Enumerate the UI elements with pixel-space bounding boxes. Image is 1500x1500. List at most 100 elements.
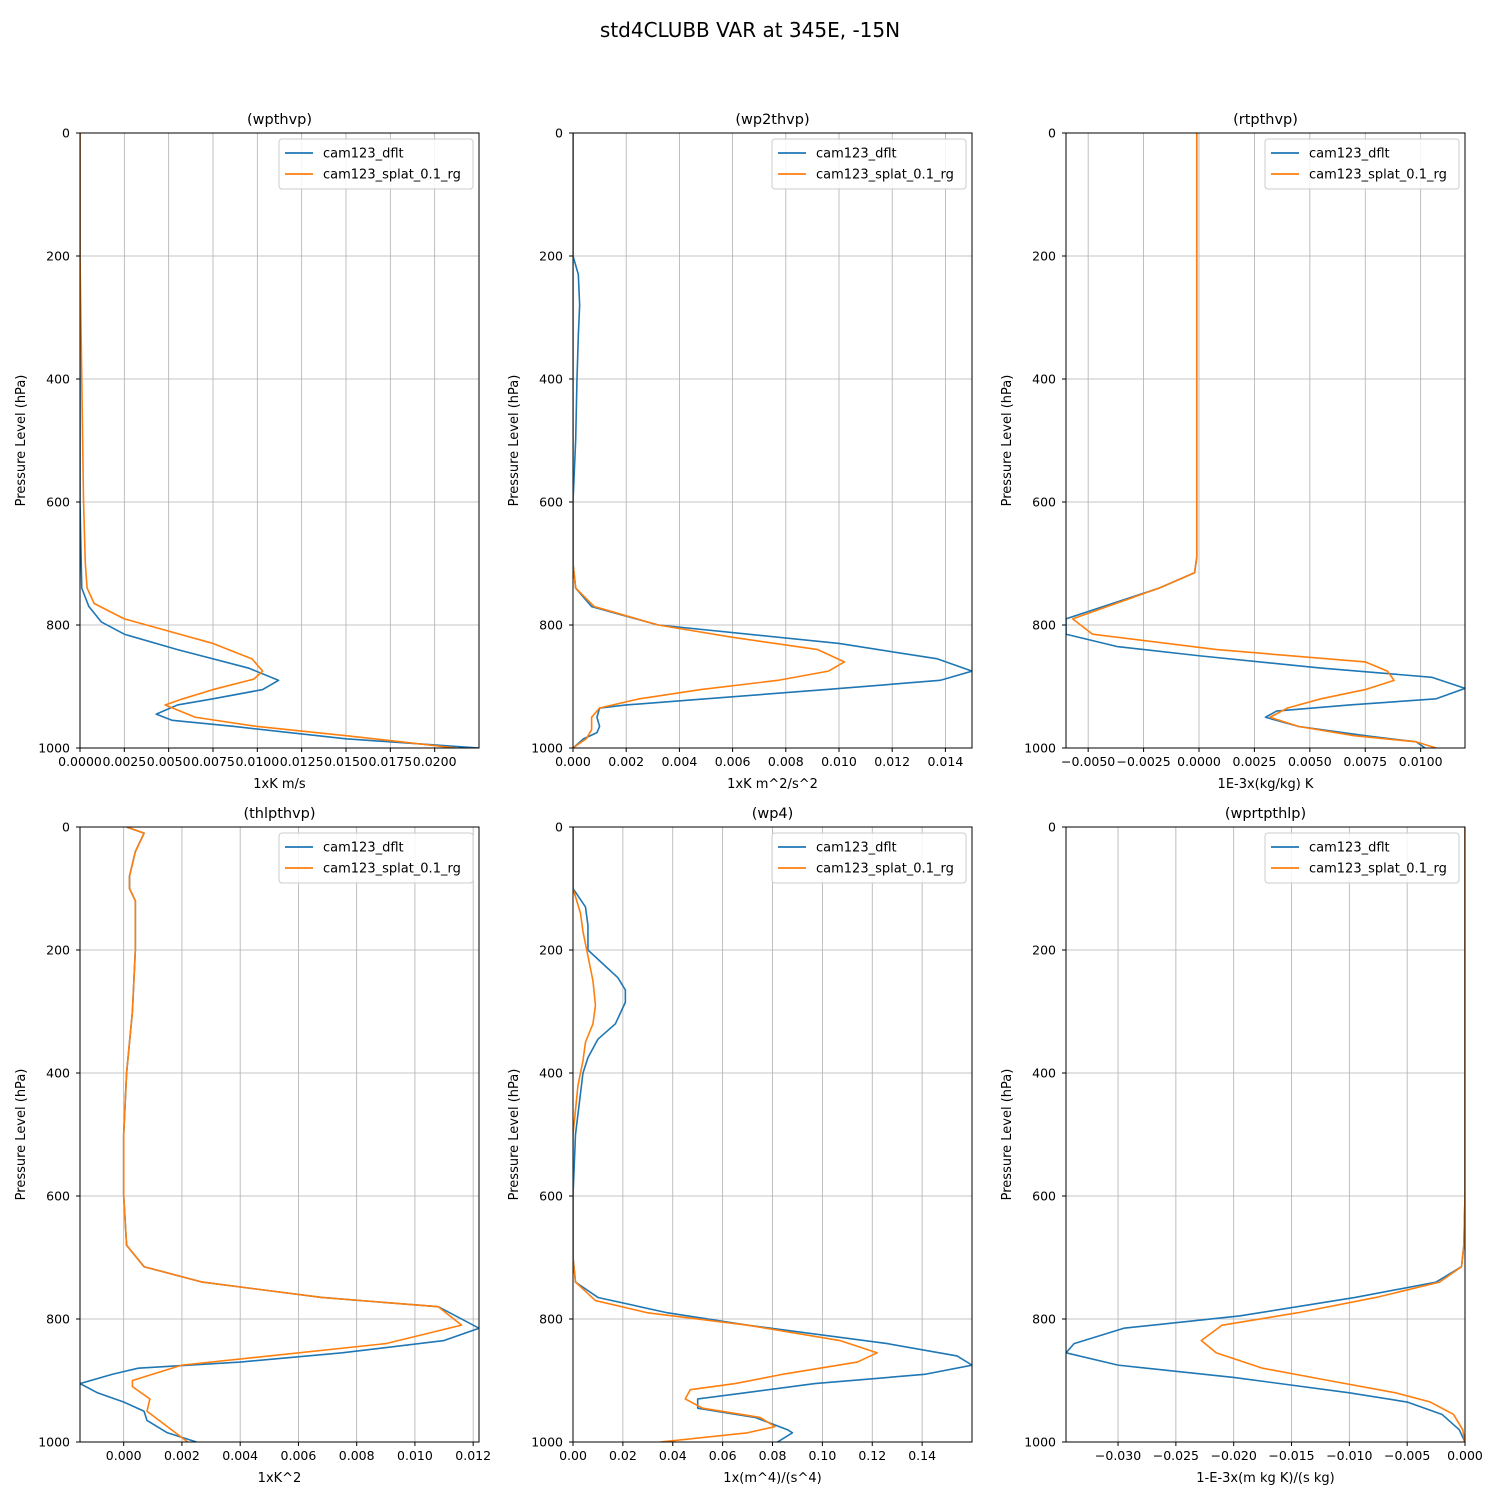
x-tick-label: 0.000 [1447, 1448, 1483, 1463]
x-axis-label: 1xK m^2/s^2 [727, 777, 818, 792]
y-tick-label: 400 [46, 1066, 70, 1081]
y-tick-label: 1000 [38, 1435, 70, 1450]
y-tick-label: 400 [46, 372, 70, 387]
x-tick-label: 0.0050 [147, 754, 191, 769]
y-tick-label: 600 [539, 1189, 563, 1204]
axes-frame [79, 826, 480, 1443]
y-axis-label: Pressure Level (hPa) [507, 375, 522, 507]
x-axis-label: 1E-3x(kg/kg) K [1218, 777, 1314, 792]
legend-entry: cam123_dflt [323, 147, 404, 162]
subplot-grid: 0.0000 0.0025 0.0050 0.0075 0.0100 0.0125 0.01… [14, 112, 1483, 1486]
y-tick-label: 0 [1048, 126, 1056, 141]
x-tick-label: 0.010 [821, 754, 857, 769]
x-tick-label: 0.010 [397, 1448, 433, 1463]
subplot-title: (wp4) [752, 806, 794, 822]
x-tick-label: −0.020 [1211, 1448, 1257, 1463]
legend: cam123_dflt cam123_splat_0.1_rg [1264, 832, 1460, 884]
y-tick-label: 200 [46, 943, 70, 958]
subplot-wp4: 0.00 0.02 0.04 0.06 0.08 0.10 0.12 0.14 0 200 400 6… [507, 806, 973, 1486]
legend-box [771, 138, 967, 190]
x-axis-label: 1xK^2 [258, 1471, 302, 1486]
y-tick-label: 1000 [1024, 1435, 1056, 1450]
legend-entry: cam123_dflt [816, 147, 897, 162]
legend-entry: cam123_dflt [1309, 147, 1390, 162]
subplot-wp2thvp: 0.000 0.002 0.004 0.006 0.008 0.010 0.012 0.014… [507, 112, 973, 792]
y-tick-label: 400 [1032, 372, 1056, 387]
y-tick-label: 0 [62, 126, 70, 141]
subplot-wpthvp: 0.0000 0.0025 0.0050 0.0075 0.0100 0.0125 0.01… [14, 112, 480, 792]
legend-entry: cam123_splat_0.1_rg [1309, 862, 1447, 877]
subplot-title: (thlpthvp) [243, 806, 315, 822]
axes-frame [572, 132, 973, 749]
x-tick-label: −0.015 [1268, 1448, 1314, 1463]
series-line-cam123_splat_0.1_rg [1200, 827, 1465, 1442]
x-axis-label: 1-E-3x(m kg K)/(s kg) [1196, 1471, 1334, 1486]
legend-entry: cam123_dflt [816, 841, 897, 856]
y-tick-label: 600 [539, 495, 563, 510]
legend: cam123_dflt cam123_splat_0.1_rg [278, 832, 474, 884]
x-tick-label: −0.025 [1153, 1448, 1199, 1463]
figure-title: std4CLUBB VAR at 345E, -15N [600, 18, 900, 42]
series-line-cam123_splat_0.1_rg [80, 133, 457, 748]
legend: cam123_dflt cam123_splat_0.1_rg [278, 138, 474, 190]
y-tick-label: 800 [46, 1312, 70, 1327]
x-tick-label: 0.002 [164, 1448, 200, 1463]
x-tick-label: 0.10 [808, 1448, 836, 1463]
y-tick-label: 400 [1032, 1066, 1056, 1081]
y-tick-label: 200 [539, 249, 563, 264]
axes-frame [1065, 132, 1466, 749]
y-axis-label: Pressure Level (hPa) [14, 375, 29, 507]
y-tick-label: 200 [1032, 943, 1056, 958]
x-tick-label: 0.08 [759, 1448, 787, 1463]
x-axis-label: 1xK m/s [253, 777, 306, 792]
y-axis-label: Pressure Level (hPa) [1000, 375, 1015, 507]
series-line-cam123_dflt [573, 133, 972, 748]
x-tick-label: 0.012 [874, 754, 910, 769]
x-tick-label: 0.004 [222, 1448, 258, 1463]
x-tick-label: 0.0025 [1233, 754, 1277, 769]
x-tick-label: 0.008 [339, 1448, 375, 1463]
x-tick-label: 0.04 [659, 1448, 687, 1463]
y-tick-label: 200 [1032, 249, 1056, 264]
y-tick-label: 0 [62, 820, 70, 835]
y-tick-label: 600 [1032, 1189, 1056, 1204]
y-tick-label: 600 [46, 1189, 70, 1204]
legend: cam123_dflt cam123_splat_0.1_rg [771, 832, 967, 884]
x-tick-label: 0.0100 [235, 754, 279, 769]
x-tick-label: 0.004 [662, 754, 698, 769]
x-tick-label: 0.0025 [102, 754, 146, 769]
x-tick-label: 0.0000 [58, 754, 102, 769]
series-line-cam123_splat_0.1_rg [122, 827, 463, 1442]
legend-entry: cam123_splat_0.1_rg [816, 168, 954, 183]
series-line-cam123_dflt [1066, 827, 1465, 1442]
x-tick-label: 0.000 [106, 1448, 142, 1463]
y-tick-label: 0 [555, 126, 563, 141]
y-tick-label: 800 [1032, 1312, 1056, 1327]
subplot-title: (rtpthvp) [1233, 112, 1298, 128]
x-tick-label: 0.014 [928, 754, 964, 769]
legend-entry: cam123_splat_0.1_rg [816, 862, 954, 877]
legend-box [278, 138, 474, 190]
x-tick-label: −0.0025 [1116, 754, 1170, 769]
y-axis-label: Pressure Level (hPa) [14, 1069, 29, 1201]
y-tick-label: 200 [539, 943, 563, 958]
subplot-title: (wp2thvp) [735, 112, 809, 128]
x-tick-label: 0.12 [858, 1448, 886, 1463]
y-tick-label: 800 [539, 1312, 563, 1327]
x-tick-label: 0.0050 [1288, 754, 1332, 769]
x-tick-label: −0.005 [1384, 1448, 1430, 1463]
series-line-cam123_dflt [80, 133, 479, 748]
y-tick-label: 600 [1032, 495, 1056, 510]
legend-box [1264, 832, 1460, 884]
y-tick-label: 400 [539, 372, 563, 387]
legend-box [278, 832, 474, 884]
y-axis-label: Pressure Level (hPa) [1000, 1069, 1015, 1201]
x-tick-label: 0.012 [455, 1448, 491, 1463]
y-tick-label: 1000 [1024, 741, 1056, 756]
legend-entry: cam123_dflt [323, 841, 404, 856]
y-tick-label: 400 [539, 1066, 563, 1081]
x-tick-label: 0.000 [555, 754, 591, 769]
x-tick-label: −0.0050 [1061, 754, 1115, 769]
x-tick-label: 0.0125 [280, 754, 324, 769]
y-tick-label: 800 [539, 618, 563, 633]
